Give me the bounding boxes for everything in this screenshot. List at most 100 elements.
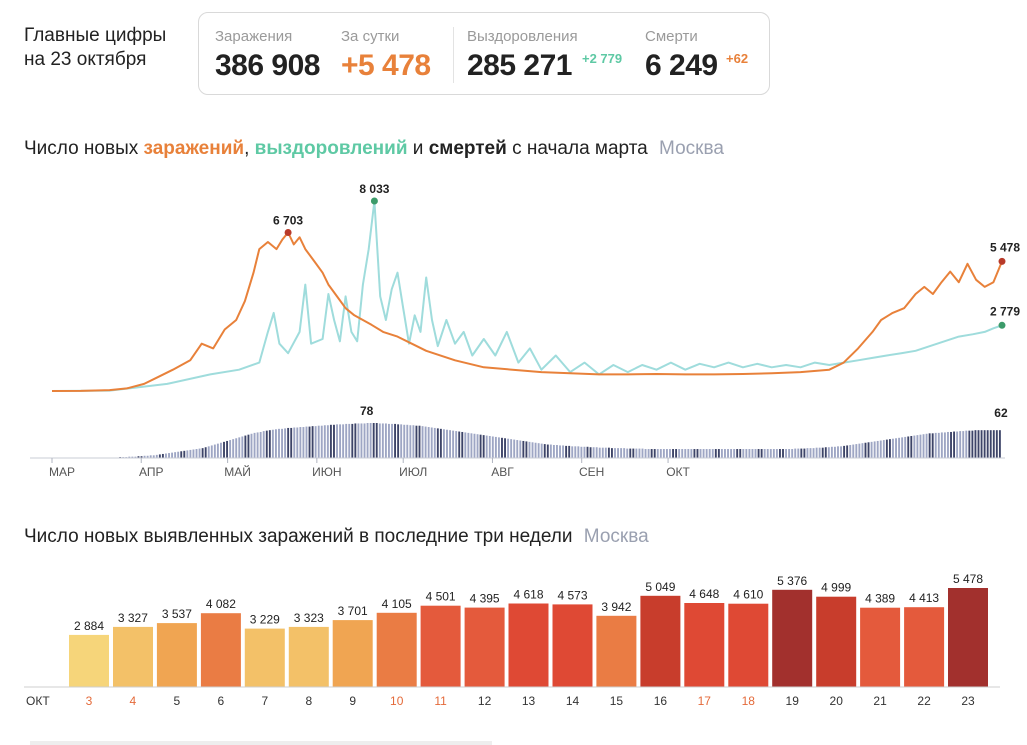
deaths-bar xyxy=(568,445,571,458)
deaths-bar xyxy=(644,449,647,458)
deaths-bar xyxy=(626,448,629,458)
deaths-bar xyxy=(827,447,830,458)
deaths-bar xyxy=(256,432,259,458)
deaths-bar xyxy=(953,431,956,458)
deaths-bar xyxy=(830,446,833,458)
deaths-bar xyxy=(494,436,497,458)
deaths-bar xyxy=(775,449,778,458)
deaths-bar xyxy=(620,448,623,458)
per-day-value: +5 478 xyxy=(341,49,431,82)
deaths-bar xyxy=(696,449,699,458)
deaths-bar xyxy=(635,448,638,458)
deaths-bar xyxy=(730,449,733,458)
deaths-bar xyxy=(314,426,317,458)
deaths-bar xyxy=(287,427,290,458)
daily-bar xyxy=(552,604,593,687)
deaths-bar xyxy=(797,448,800,458)
deaths-bar xyxy=(345,423,348,458)
deaths-bar xyxy=(760,449,763,458)
deaths-bar xyxy=(161,453,164,458)
deaths-bar xyxy=(559,445,561,458)
deaths-bar xyxy=(910,436,913,458)
month-label: ОКТ xyxy=(666,465,690,479)
day-label: 8 xyxy=(305,694,312,708)
deaths-bar xyxy=(357,423,360,458)
recoveries-last-label: 2 779 xyxy=(990,304,1020,318)
deaths-bar xyxy=(812,448,815,458)
daily-bar xyxy=(948,588,988,687)
deaths-bar xyxy=(788,449,791,458)
day-label: 13 xyxy=(522,694,536,708)
deaths-bar xyxy=(598,447,601,458)
day-label: 10 xyxy=(390,694,404,708)
deaths-bar xyxy=(449,430,451,458)
deaths-bar xyxy=(250,433,253,458)
deaths-bar xyxy=(843,445,846,458)
deaths-bar xyxy=(210,445,213,458)
deaths-bar xyxy=(687,449,690,458)
deaths-bar xyxy=(763,449,766,458)
deaths-bar xyxy=(531,442,534,458)
deaths-bar xyxy=(510,439,513,458)
deaths-bar xyxy=(785,449,788,458)
deaths-bar xyxy=(562,445,565,458)
deaths-bar xyxy=(320,425,323,458)
deaths-bar xyxy=(947,431,949,458)
deaths-bar xyxy=(727,449,729,458)
deaths-bar xyxy=(611,448,613,458)
deaths-bar xyxy=(131,456,134,458)
recoveries-peak-label: 8 033 xyxy=(359,182,389,196)
deaths-bar xyxy=(543,444,546,458)
deaths-bar xyxy=(925,433,928,458)
deaths-bar xyxy=(443,429,445,458)
daily-value-label: 5 376 xyxy=(777,574,807,588)
deaths-bar xyxy=(656,449,659,458)
deaths-bar xyxy=(406,424,409,458)
deaths-bar xyxy=(858,443,861,458)
deaths-bar xyxy=(885,439,888,458)
deaths-bar xyxy=(333,424,335,458)
daily-value-label: 5 478 xyxy=(953,572,983,586)
deaths-bar xyxy=(672,449,674,458)
deaths-bar xyxy=(381,423,384,458)
deaths-bar xyxy=(433,427,436,458)
deaths-bar xyxy=(937,432,940,458)
section1-title: Число новых заражений, выздоровлений и с… xyxy=(24,138,724,160)
deaths-bar xyxy=(455,431,458,458)
daily-bar xyxy=(69,634,109,687)
deaths-bar xyxy=(861,443,864,458)
deaths-bar xyxy=(782,449,784,458)
deaths-bar xyxy=(274,429,277,458)
deaths-bar xyxy=(950,431,952,458)
deaths-bar xyxy=(974,430,977,458)
deaths-bar xyxy=(995,430,998,458)
deaths-bar xyxy=(400,424,403,458)
deaths-bar xyxy=(794,448,797,458)
deaths-bar xyxy=(388,423,390,458)
deaths-bar xyxy=(662,449,665,458)
deaths-bar xyxy=(458,431,461,458)
deaths-bar xyxy=(739,449,742,458)
deaths-label: Смерти xyxy=(645,28,698,45)
deaths-bar xyxy=(262,431,265,458)
deaths-bar xyxy=(552,444,555,458)
deaths-bar xyxy=(329,424,332,458)
deaths-bar xyxy=(980,430,983,458)
deaths-bar xyxy=(491,436,494,458)
deaths-bar xyxy=(669,449,671,458)
deaths-bar xyxy=(928,433,931,458)
daily-value-label: 2 884 xyxy=(74,619,104,633)
deaths-bar xyxy=(659,449,662,458)
deaths-bar xyxy=(766,449,769,458)
deaths-bar xyxy=(229,440,232,458)
deaths-bar xyxy=(241,436,244,458)
deaths-bar xyxy=(989,430,992,458)
deaths-bar xyxy=(934,432,937,458)
section1-infections-word: заражений xyxy=(143,138,245,159)
month-label: МАР xyxy=(49,465,75,479)
deaths-bar xyxy=(565,445,568,458)
deaths-bar xyxy=(589,447,592,458)
day-label: 6 xyxy=(218,694,225,708)
daily-value-label: 4 618 xyxy=(513,588,543,602)
deaths-bar xyxy=(195,449,198,458)
